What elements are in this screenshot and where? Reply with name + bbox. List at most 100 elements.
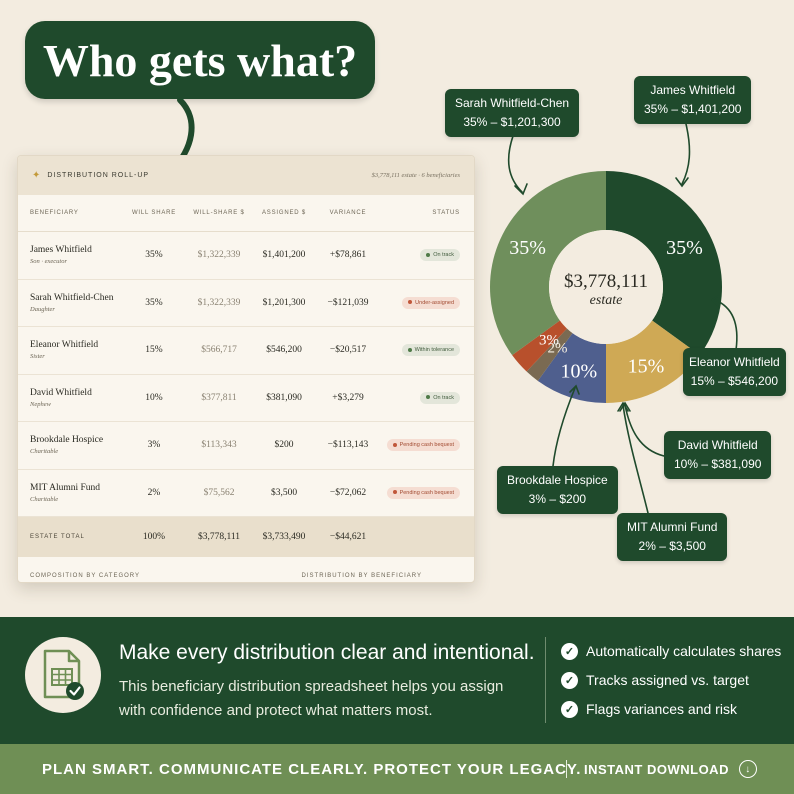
callout-arrowhead [675,177,689,188]
beneficiary-role: Nephew [30,400,51,408]
column-header: WILL-SHARE $ [193,210,245,216]
table-row: Sarah Whitfield-Chen Daughter 35% $1,322,33… [18,280,474,327]
bottom-strip: PLAN SMART. COMMUNICATE CLEARLY. PROTECT… [0,744,794,794]
donut-slice [490,171,606,356]
beneficiary-name: David Whitfield [30,387,92,398]
beneficiary-name: James Whitfield [30,245,92,256]
feature-band: Make every distribution clear and intent… [0,617,794,744]
will-share-cell: 35% [145,250,163,261]
download-icon: ↓ [738,760,757,778]
callout-james-whitfield: James Whitfield 35% – $1,401,200 [634,76,752,124]
check-circle-icon: ✓ [561,642,578,660]
callout-mit-alumni-fund: MIT Alumni Fund 2% – $3,500 [617,513,728,561]
slice-percent-label: 2% [548,341,568,357]
status-badge: Pending cash bequest [386,439,460,452]
total-share: 100% [142,532,166,542]
status-badge: On track [420,249,460,262]
beneficiary-cell: David Whitfield Nephew [30,388,122,408]
beneficiary-cell: MIT Alumni Fund Charitable [30,483,122,503]
feature-label: Flags variances and risk [586,701,737,717]
status-badge: Pending cash bequest [386,486,460,499]
check-circle-icon: ✓ [561,700,578,718]
callout-name: Sarah Whitfield-Chen [455,96,570,110]
callout-name: Eleanor Whitfield [689,355,780,369]
variance-cell: +$3,279 [332,392,364,403]
callout-arrowhead [617,401,629,412]
slice-percent-label: 10% [560,361,597,383]
will-share-amount-cell: $1,322,339 [197,250,241,261]
callout-value: 35% – $1,401,200 [644,102,742,116]
beneficiary-role: Daughter [30,305,55,313]
donut-slice [537,333,606,403]
beneficiary-cell: Brookdale Hospice Charitable [30,435,122,455]
band-description: This beneficiary distribution spreadshee… [119,678,504,719]
column-headers: BENEFICIARY WILL SHARE WILL-SHARE $ ASSI… [18,195,474,232]
total-label: ESTATE TOTAL [30,534,85,540]
table-footer: COMPOSITION BY CATEGORY DISTRIBUTION BY … [18,557,474,579]
variance-cell: −$121,039 [327,297,369,308]
estate-total-row: ESTATE TOTAL 100% $3,778,111 $3,733,490 … [18,517,474,557]
table-row: James Whitfield Son · executor 35% $1,322,3… [18,232,474,280]
beneficiary-cell: Sarah Whitfield-Chen Daughter [30,293,122,313]
callout-value: 3% – $200 [528,492,587,506]
band-divider [545,637,546,723]
center-value: $3,778,111 [564,271,648,292]
feature-label: Automatically calculates shares [586,643,782,659]
column-header: WILL SHARE [131,210,177,216]
will-share-amount-cell: $113,343 [201,440,237,451]
distribution-table-card: ✦ DISTRIBUTION ROLL-UP $3,778,111 estate… [17,155,475,583]
feature-list: ✓ Automatically calculates shares ✓ Trac… [561,641,781,728]
beneficiary-role: Sister [30,353,45,361]
callout-name: Brookdale Hospice [507,473,608,487]
will-share-amount-cell: $566,717 [201,345,237,356]
column-header: ASSIGNED $ [261,210,306,216]
callout-leader-line [624,404,665,457]
beneficiary-name: Eleanor Whitfield [30,340,99,351]
callout-name: David Whitfield [677,438,758,452]
will-share-cell: 3% [147,440,161,451]
will-share-cell: 10% [145,392,163,403]
tagline: PLAN SMART. COMMUNICATE CLEARLY. PROTECT… [42,760,582,778]
callout-arrowhead [569,384,580,395]
beneficiary-name: MIT Alumni Fund [30,482,101,493]
total-variance: −$44,621 [329,532,367,542]
feature-label: Tracks assigned vs. target [586,672,749,688]
callout-name: James Whitfield [650,83,736,97]
callout-leader-line [681,123,691,185]
will-share-amount-cell: $75,562 [203,487,235,498]
status-label: On track [433,252,454,259]
assigned-cell: $200 [274,440,294,451]
assigned-cell: $546,200 [266,345,302,356]
feature-item: ✓ Automatically calculates shares [561,641,781,661]
assigned-cell: $381,090 [266,392,302,403]
callout-brookdale-hospice: Brookdale Hospice 3% – $200 [497,466,618,514]
feature-item: ✓ Tracks assigned vs. target [561,670,781,690]
callout-arrowhead [710,295,719,307]
feature-item: ✓ Flags variances and risk [561,699,781,719]
variance-cell: +$78,861 [329,250,367,261]
instant-download-link[interactable]: INSTANT DOWNLOAD ↓ [584,760,757,778]
status-badge: On track [420,391,460,404]
footer-left-label: COMPOSITION BY CATEGORY [30,573,141,579]
band-title: Make every distribution clear and intent… [119,641,535,664]
download-label: INSTANT DOWNLOAD [584,761,729,777]
beneficiary-cell: James Whitfield Son · executor [30,245,122,265]
callout-leader-line [552,387,576,467]
table-row: David Whitfield Nephew 10% $377,811 $381,090… [18,375,474,422]
callout-value: 15% – $546,200 [690,374,779,388]
spreadsheet-document-icon [43,649,84,700]
donut-slice [526,328,573,381]
table-row: Eleanor Whitfield Sister 15% $566,717 $546,2… [18,327,474,375]
callout-leader-line [714,299,738,351]
beneficiary-cell: Eleanor Whitfield Sister [30,340,122,360]
donut-slice [512,320,567,372]
table-body: James Whitfield Son · executor 35% $1,322,3… [18,232,474,517]
slice-percent-label: 35% [666,237,703,259]
donut-slice [606,320,700,403]
table-row: MIT Alumni Fund Charitable 2% $75,562 $3,500… [18,470,474,517]
sparkle-icon: ✦ [32,170,42,181]
status-label: Pending cash bequest [399,442,454,449]
donut-slice [606,171,722,356]
column-header: STATUS [432,210,460,216]
total-assigned: $3,733,490 [262,532,306,542]
